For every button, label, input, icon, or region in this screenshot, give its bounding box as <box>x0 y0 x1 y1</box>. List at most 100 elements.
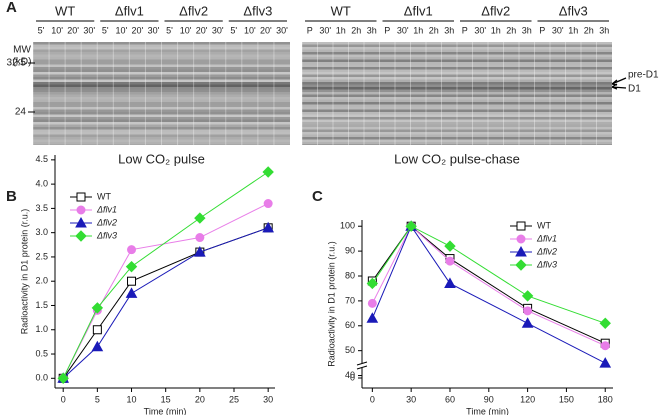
lane-label: 5' <box>230 25 237 35</box>
gel-band <box>302 134 612 137</box>
marker <box>405 220 417 232</box>
lane-label: 1h <box>568 25 578 35</box>
x-tick-label: 0 <box>61 394 66 404</box>
legend-label: Δflv2 <box>536 246 557 256</box>
marker <box>366 277 379 290</box>
y-tick-label: 2.0 <box>35 276 48 286</box>
y-tick-label: 50 <box>345 345 355 355</box>
marker <box>91 302 104 314</box>
marker <box>444 277 456 288</box>
marker <box>262 221 275 233</box>
gel-band <box>302 49 612 52</box>
y-tick-label: 90 <box>345 245 355 255</box>
lane-label: 1h <box>413 25 423 35</box>
lane-label: 1h <box>336 25 346 35</box>
gel-band <box>33 107 290 110</box>
marker <box>366 312 379 323</box>
lane-label: P <box>307 25 313 35</box>
x-tick-label: 10 <box>127 394 137 404</box>
gel-band <box>302 137 612 140</box>
gel-band <box>302 84 612 87</box>
gel-band <box>302 144 612 145</box>
lane-label: 2h <box>584 25 594 35</box>
lane-label: 30' <box>276 25 288 35</box>
gel-band <box>33 54 290 57</box>
marker <box>521 290 534 302</box>
gel-band <box>302 119 612 122</box>
panel-label: C <box>312 188 323 205</box>
gel-band <box>33 44 290 47</box>
panel-label: B <box>6 188 17 205</box>
x-tick-label: 30 <box>406 394 416 404</box>
gel-band <box>302 44 612 47</box>
gel-band <box>33 134 290 137</box>
lane-label: 2h <box>351 25 361 35</box>
gel-band <box>33 74 290 77</box>
x-axis-label: Time (min) <box>144 406 187 415</box>
gel-band <box>302 127 612 130</box>
gel-band <box>302 67 612 70</box>
gel-band <box>302 59 612 62</box>
gel-band <box>33 52 290 55</box>
series-line <box>62 227 269 379</box>
gel-band <box>302 94 612 97</box>
x-tick-label: 25 <box>229 394 239 404</box>
gel-band <box>302 62 612 65</box>
lane-label: 30' <box>552 25 564 35</box>
lane-label: 3h <box>599 25 609 35</box>
x-tick-label: 15 <box>161 394 171 404</box>
y-axis-label: Radioactivity in D1 protein (r.u.) <box>326 241 336 367</box>
y-axis-label: Radioactivity in D1 protein (r.u.) <box>19 209 29 335</box>
marker <box>263 199 273 209</box>
lane-label: 20' <box>196 25 208 35</box>
gel-band <box>33 142 290 145</box>
gel-band <box>33 42 290 45</box>
lane-label: 30' <box>83 25 95 35</box>
y-tick-label: 60 <box>345 320 355 330</box>
gel-band <box>302 72 612 75</box>
y-tick-label: 4.5 <box>35 154 48 164</box>
marker <box>125 287 138 298</box>
strain-label: Δflv2 <box>179 3 208 18</box>
legend-marker <box>76 205 86 215</box>
lane-label: 20' <box>67 25 79 35</box>
gel-band <box>33 62 290 65</box>
y-tick-label: 0.5 <box>35 348 48 358</box>
strain-label: Δflv2 <box>481 3 510 18</box>
marker <box>599 357 612 368</box>
gel-band <box>302 92 612 95</box>
lane-label: 20' <box>260 25 272 35</box>
y-tick-label: 3.5 <box>35 203 48 213</box>
gel-band <box>302 114 612 117</box>
legend-marker <box>515 259 527 271</box>
series-line <box>371 225 606 324</box>
gel-band <box>33 139 290 142</box>
gel-band <box>33 64 290 67</box>
marker <box>194 212 206 224</box>
gel-caption: Low CO₂ pulse <box>118 151 205 166</box>
marker <box>127 245 137 255</box>
gel-band <box>33 127 290 130</box>
gel-band <box>33 117 290 120</box>
gel-band <box>33 129 290 132</box>
x-tick-label: 150 <box>559 394 574 404</box>
legend-label: Δflv3 <box>536 259 557 269</box>
marker <box>521 317 534 328</box>
lane-label: 5' <box>166 25 173 35</box>
gel <box>302 42 612 145</box>
y-tick-label: 0 <box>350 372 355 382</box>
lane-label: 10' <box>115 25 127 35</box>
gel-band <box>33 99 290 102</box>
mw-unit: (kD) <box>13 57 32 68</box>
gel-band <box>302 112 612 115</box>
mw-label: MW <box>13 45 31 56</box>
gel-band <box>33 124 290 127</box>
gel-band <box>302 87 612 90</box>
legend-marker <box>76 192 86 202</box>
gel-band <box>302 74 612 77</box>
lane-label: 2h <box>429 25 439 35</box>
mw-marker: 24 <box>15 107 27 118</box>
legend-marker <box>516 221 526 231</box>
lane-label: 3h <box>444 25 454 35</box>
marker <box>600 341 610 351</box>
